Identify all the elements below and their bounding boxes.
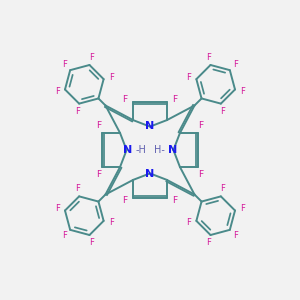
Text: F: F	[206, 238, 211, 247]
Text: F: F	[89, 53, 94, 62]
Text: F: F	[198, 121, 203, 130]
Text: F: F	[109, 73, 114, 82]
Text: F: F	[186, 73, 191, 82]
Text: N: N	[146, 169, 154, 179]
Text: F: F	[75, 107, 80, 116]
Text: F: F	[220, 107, 225, 116]
Text: F: F	[186, 218, 191, 227]
Text: F: F	[75, 184, 80, 193]
Text: F: F	[206, 53, 211, 62]
Text: F: F	[62, 60, 67, 69]
Text: F: F	[97, 170, 102, 179]
Text: F: F	[220, 184, 225, 193]
Text: F: F	[109, 218, 114, 227]
Text: F: F	[233, 231, 238, 240]
Text: F: F	[198, 170, 203, 179]
Text: F: F	[122, 196, 128, 206]
Text: N: N	[123, 145, 132, 155]
Text: H-: H-	[154, 145, 164, 155]
Text: F: F	[240, 204, 245, 213]
Text: F: F	[89, 238, 94, 247]
Text: F: F	[240, 87, 245, 96]
Text: -H: -H	[136, 145, 146, 155]
Text: N: N	[168, 145, 177, 155]
Text: F: F	[172, 94, 178, 103]
Text: F: F	[172, 196, 178, 206]
Text: F: F	[55, 87, 60, 96]
Text: F: F	[62, 231, 67, 240]
Text: F: F	[97, 121, 102, 130]
Text: F: F	[55, 204, 60, 213]
Text: F: F	[122, 94, 128, 103]
Text: N: N	[146, 121, 154, 130]
Text: F: F	[233, 60, 238, 69]
